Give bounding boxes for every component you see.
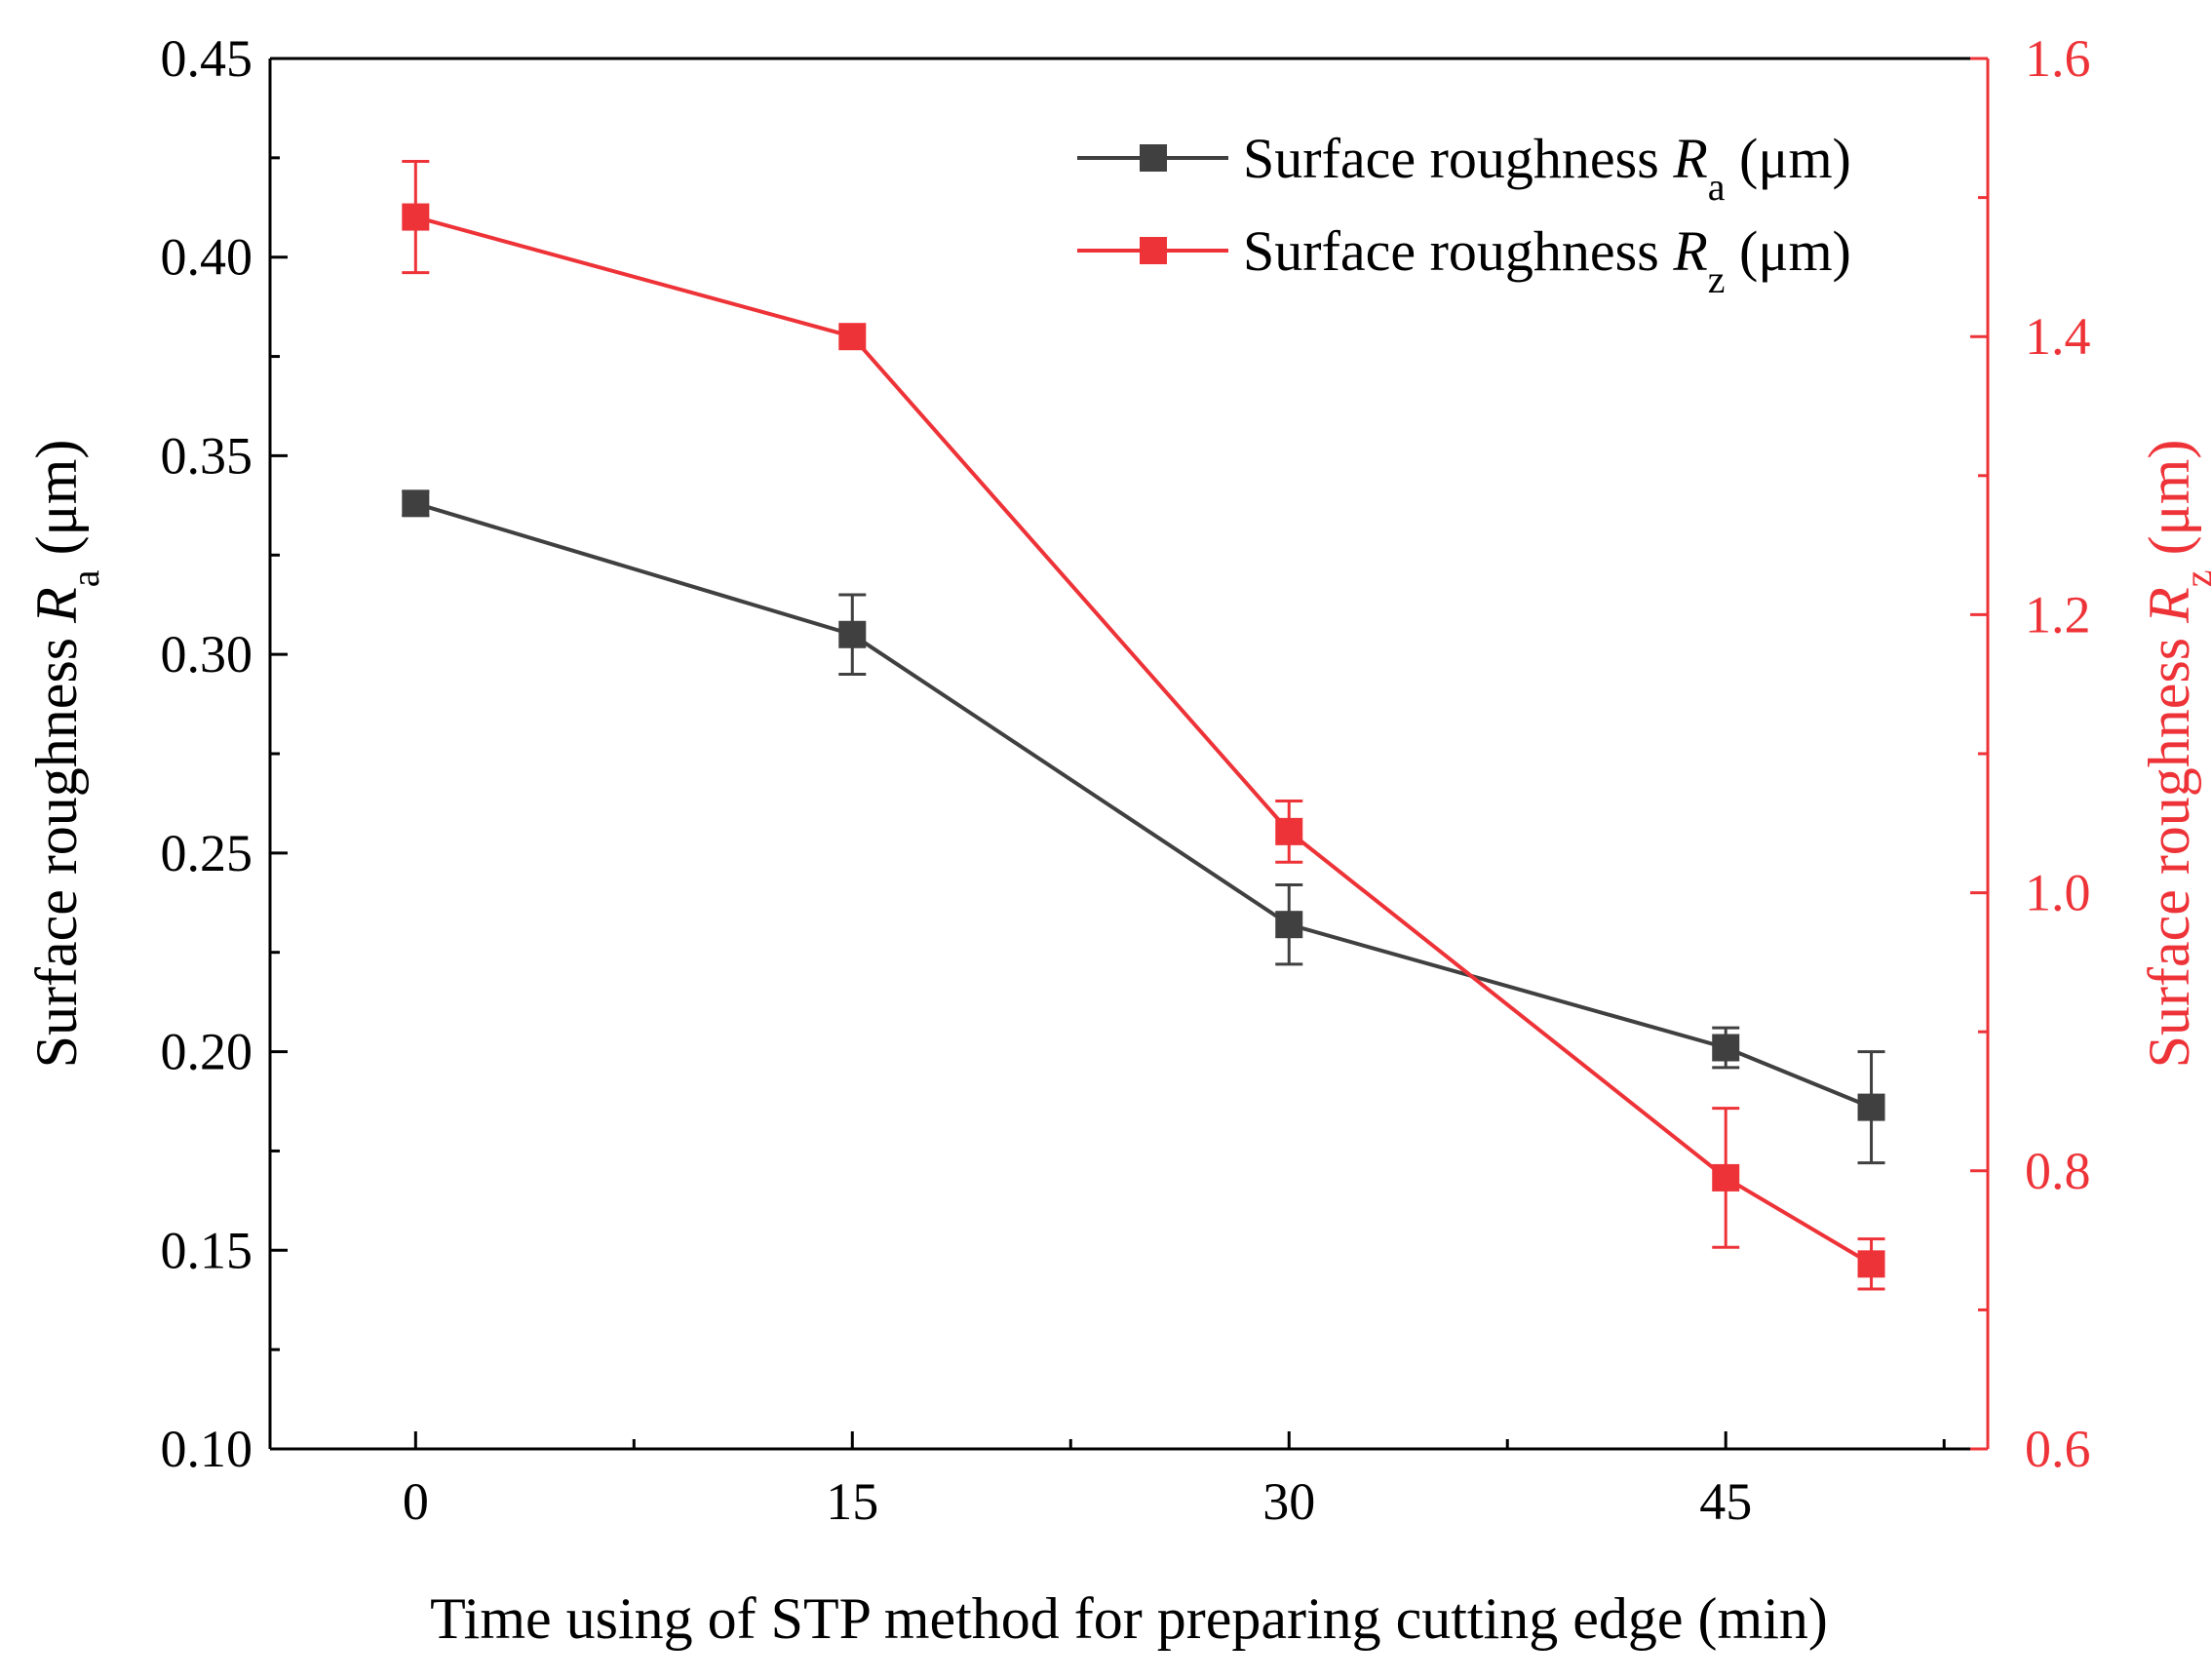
series-line-a [414,501,1873,1110]
data-point-a [1857,1093,1885,1121]
left-y-tick-label: 0.25 [161,824,253,882]
left-y-tick-label: 0.10 [161,1420,253,1478]
x-tick-label: 30 [1262,1472,1315,1531]
right-y-axis-title-label-var: R [2137,587,2201,624]
left-y-tick-label: 0.30 [161,625,253,684]
right-y-tick-label: 1.2 [2025,585,2091,644]
left-y-axis-title-label-unit: (μm) [24,440,89,570]
legend-legend-sub: a [1708,165,1726,209]
x-tick-label: 45 [1699,1472,1752,1531]
right-y-tick-label: 1.4 [2025,307,2091,366]
left-y-axis-title: Surface roughness Ra (μm) [24,440,107,1069]
legend-legend-unit: (μm) [1726,219,1851,283]
left-y-tick-label: 0.40 [161,228,253,287]
right-y-axis-title-label-main: Surface roughness [2137,623,2201,1069]
data-point-a [1275,911,1303,939]
data-point-z [402,203,430,231]
left-y-axis-title-label-sub: a [63,569,107,587]
x-axis-title: Time using of STP method for preparing c… [430,1586,1828,1651]
right-y-axis-title-label-sub: z [2176,569,2212,587]
data-point-a [838,620,867,648]
data-point-z [1857,1250,1885,1278]
legend-legend-main: Surface roughness [1243,219,1673,283]
legend-legend-unit: (μm) [1726,127,1851,190]
data-point-a [402,489,430,518]
left-y-tick-label: 0.15 [161,1221,253,1279]
legend-marker-z [1140,237,1167,264]
legend-legend-main: Surface roughness [1243,127,1673,190]
left-y-tick-label: 0.35 [161,426,253,485]
right-y-tick-label: 0.6 [2025,1420,2091,1478]
legend-entry-a: Surface roughness Ra (μm) [1243,127,1851,209]
plot-area: 0 15 30 45 0.10 0.15 0.20 0.25 0.30 0.35 0.40 0.45 0… [24,29,2212,1651]
left-y-tick-label: 0.20 [161,1023,253,1081]
right-y-tick-label: 1.6 [2025,29,2091,88]
right-y-tick-label: 0.8 [2025,1142,2091,1200]
legend-marker-a [1140,144,1167,172]
x-tick-label: 0 [403,1472,429,1531]
legend-legend-var: R [1672,219,1707,283]
data-point-z [1712,1163,1740,1192]
right-y-tick-label: 1.0 [2025,864,2091,922]
right-y-axis-title-label-unit: (μm) [2137,440,2201,570]
left-y-axis-title-label-main: Surface roughness [24,623,89,1069]
legend-entry-z: Surface roughness Rz (μm) [1243,219,1851,301]
right-y-axis-title: Surface roughness Rz (μm) [2137,440,2212,1069]
left-y-axis-title-label-var: R [24,587,89,624]
legend-legend-sub: z [1708,257,1726,301]
series-line-z [414,215,1873,1267]
left-y-tick-label: 0.45 [161,29,253,88]
data-point-a [1712,1034,1740,1062]
legend-legend-var: R [1672,127,1707,190]
data-point-z [838,323,867,351]
x-tick-label: 15 [826,1472,878,1531]
data-point-z [1275,817,1303,845]
